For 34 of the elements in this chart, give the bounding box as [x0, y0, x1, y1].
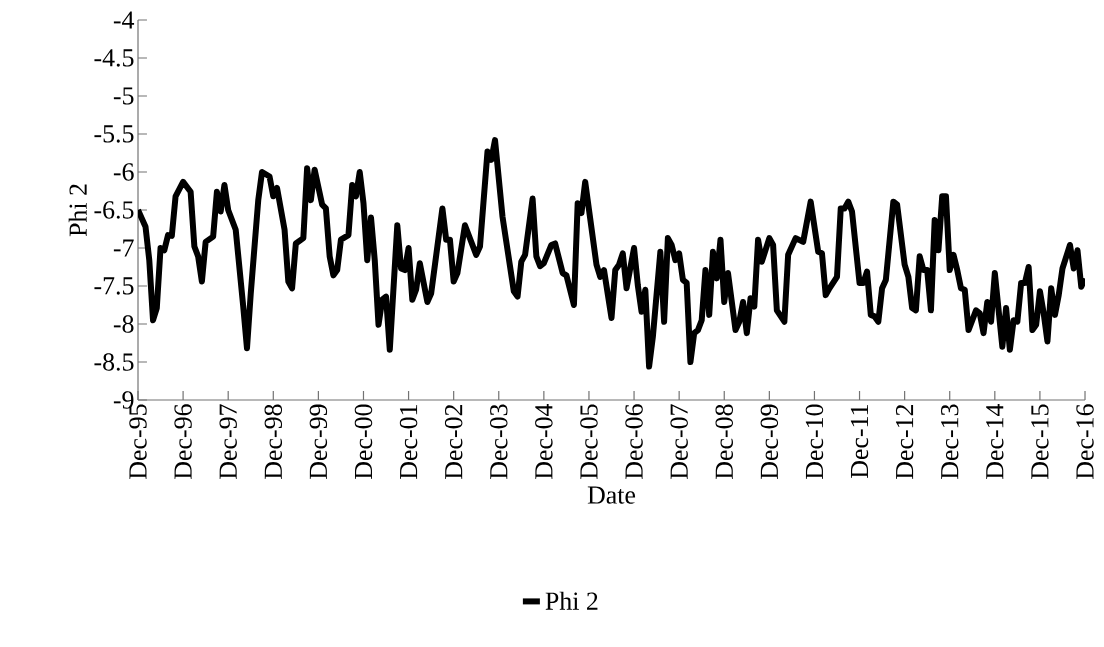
x-tick-label: Dec-07 [670, 404, 688, 479]
x-tick-label: Dec-12 [895, 404, 914, 479]
y-tick-label: -7.5 [94, 277, 134, 295]
x-tick-label: Dec-01 [399, 405, 418, 479]
x-tick-label: Dec-11 [850, 405, 869, 479]
x-tick-label: Dec-97 [219, 404, 237, 479]
x-tick-label: Dec-96 [174, 404, 192, 479]
x-tick-label: Dec-08 [715, 404, 733, 479]
x-tick-label: Dec-10 [805, 404, 824, 479]
y-axis-title: Phi 2 [68, 184, 87, 237]
y-tick-label: -6.5 [94, 201, 134, 219]
x-tick-label: Dec-04 [535, 403, 553, 479]
x-tick-label: Dec-05 [580, 404, 598, 479]
x-tick-label: Dec-02 [444, 404, 463, 479]
x-tick-label: Dec-00 [354, 404, 373, 479]
x-tick-label: Dec-14 [986, 403, 1004, 479]
x-tick-label: Dec-06 [625, 404, 643, 479]
y-tick-label: -8 [113, 315, 134, 333]
y-tick-label: -4 [113, 11, 135, 29]
x-tick-label: Dec-15 [1031, 404, 1049, 479]
y-tick-label: -5 [113, 87, 134, 105]
y-tick-label: -6 [113, 163, 134, 181]
legend-label: Phi 2 [545, 591, 598, 610]
y-tick-label: -7 [113, 239, 134, 257]
y-tick-label: -4.5 [94, 49, 134, 67]
x-tick-label: Dec-13 [941, 404, 959, 479]
y-tick-label: -5.5 [94, 125, 134, 143]
x-tick-label: Dec-98 [264, 404, 283, 479]
x-axis-title: Date [587, 486, 636, 504]
x-tick-label: Dec-09 [760, 404, 779, 479]
x-tick-label: Dec-03 [490, 404, 508, 479]
x-tick-label: Dec-16 [1076, 404, 1094, 479]
y-tick-label: -8.5 [94, 353, 134, 371]
x-tick-label: Dec-99 [309, 404, 328, 479]
